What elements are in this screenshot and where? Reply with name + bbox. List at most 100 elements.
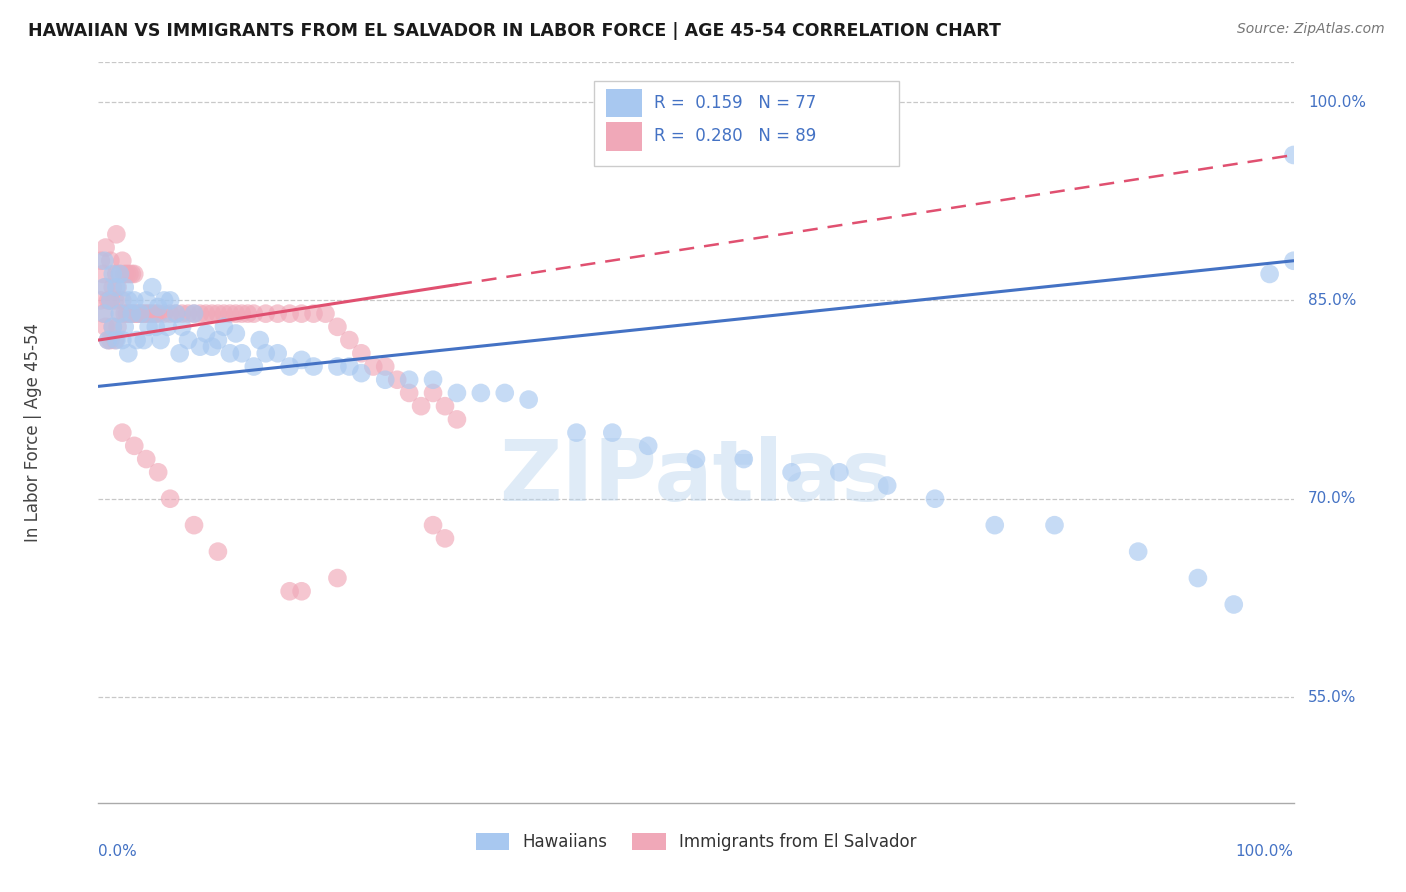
Point [108,267,131,281]
Point [148,307,170,321]
Point [153,307,176,321]
Point [145,319,167,334]
Point [105,280,128,294]
Point [172,307,194,321]
Legend: Hawaiians, Immigrants from El Salvador: Hawaiians, Immigrants from El Salvador [468,826,924,857]
Point [124,267,146,281]
Point [98,333,122,347]
Point [446,412,468,426]
Point [156,319,179,334]
Point [177,333,200,347]
Point [733,452,755,467]
Point [254,346,277,360]
Point [243,359,266,374]
Point [219,346,242,360]
Point [105,333,128,347]
Point [565,425,588,440]
Point [114,319,136,334]
Point [1223,598,1246,612]
Point [135,307,157,321]
Point [207,544,229,558]
Text: 100.0%: 100.0% [1308,95,1365,110]
Point [97,333,120,347]
Point [207,333,229,347]
Point [685,452,707,467]
Text: HAWAIIAN VS IMMIGRANTS FROM EL SALVADOR IN LABOR FORCE | AGE 45-54 CORRELATION C: HAWAIIAN VS IMMIGRANTS FROM EL SALVADOR … [28,22,1001,40]
Point [1282,148,1305,162]
Point [132,307,155,321]
Point [138,307,160,321]
Point [201,340,224,354]
Text: R =  0.280   N = 89: R = 0.280 N = 89 [654,128,817,145]
Point [385,373,409,387]
Point [159,307,181,321]
Point [398,386,420,401]
Point [105,267,128,281]
Point [97,293,120,308]
Point [195,326,218,341]
Point [434,532,457,546]
Point [422,373,444,387]
Point [236,307,259,321]
Point [94,319,117,334]
Point [139,307,162,321]
Point [105,227,128,242]
Point [339,333,361,347]
Point [219,307,242,321]
Point [93,253,115,268]
Point [169,346,191,360]
Point [104,333,127,347]
Point [602,425,624,440]
Text: R =  0.159   N = 77: R = 0.159 N = 77 [654,95,817,112]
Text: 55.0%: 55.0% [1308,690,1357,705]
Point [111,333,134,347]
Point [90,293,112,308]
Point [108,267,131,281]
Point [149,333,172,347]
Point [1187,571,1209,585]
Point [188,307,211,321]
Point [117,346,139,360]
Point [141,280,163,294]
Point [984,518,1007,533]
Point [1043,518,1066,533]
Point [124,293,146,308]
Text: 100.0%: 100.0% [1236,844,1294,858]
Point [350,366,373,380]
Point [107,280,129,294]
Point [278,307,301,321]
Point [101,280,124,294]
Point [94,241,117,255]
Point [114,280,136,294]
Point [422,386,444,401]
Point [114,267,136,281]
Point [159,293,181,308]
Point [183,307,205,321]
Point [291,352,314,367]
Point [115,307,138,321]
Point [101,319,124,334]
Point [111,253,134,268]
Point [231,307,253,321]
Point [121,307,143,321]
Point [315,307,337,321]
Point [828,465,851,479]
Point [446,386,468,401]
Point [172,319,194,334]
Point [97,333,120,347]
Point [517,392,540,407]
Point [159,491,181,506]
Text: 85.0%: 85.0% [1308,293,1357,308]
Point [124,439,146,453]
Point [145,307,167,321]
Point [231,346,253,360]
Point [876,478,898,492]
Point [165,307,187,321]
Point [91,307,114,321]
Point [91,267,114,281]
Point [278,584,301,599]
Point [135,293,157,308]
Point [93,280,115,294]
Point [411,399,433,413]
Point [494,386,516,401]
